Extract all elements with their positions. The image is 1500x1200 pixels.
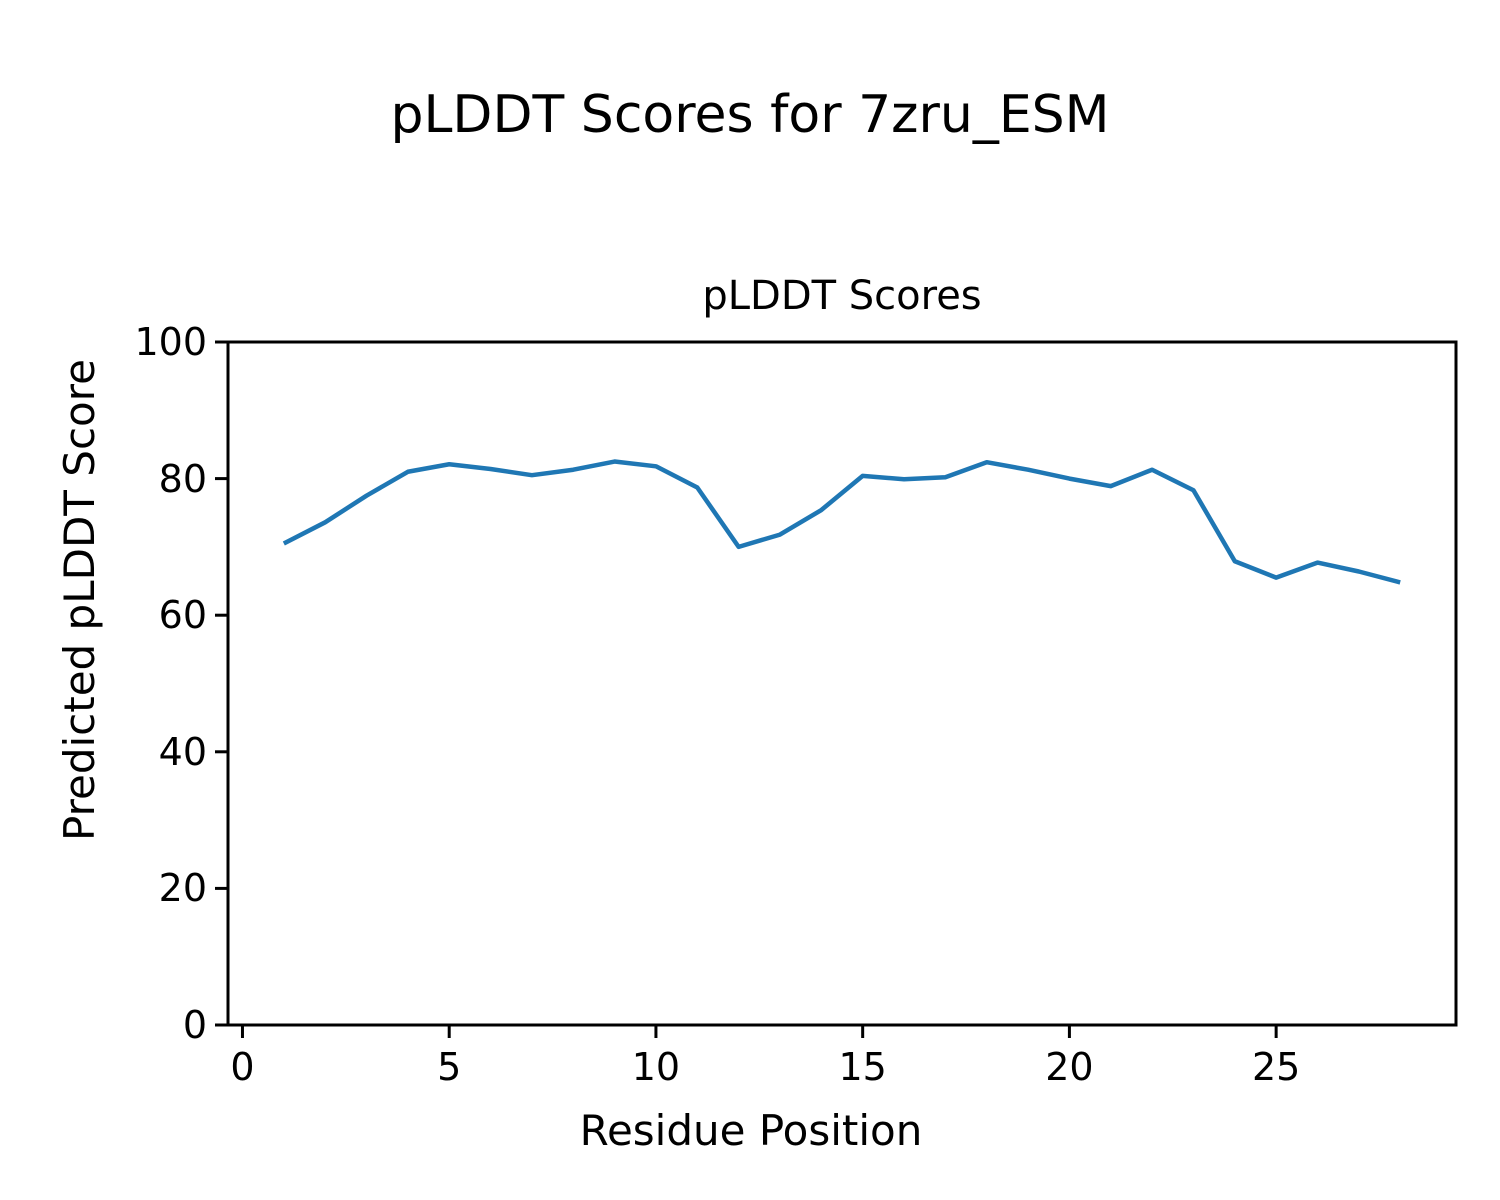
y-tick-label: 0 xyxy=(182,1003,207,1047)
figure-title: pLDDT Scores for 7zru_ESM xyxy=(390,85,1110,145)
y-tick-label: 100 xyxy=(134,320,207,364)
y-tick-label: 80 xyxy=(158,456,207,501)
axes-title: pLDDT Scores xyxy=(702,273,982,319)
axes-frame xyxy=(226,340,1458,1027)
x-tick-label: 0 xyxy=(230,1045,255,1089)
x-tick-label: 5 xyxy=(437,1045,462,1089)
x-tick-label: 15 xyxy=(838,1045,887,1089)
x-tick-label: 10 xyxy=(631,1045,681,1089)
x-axis-label: Residue Position xyxy=(579,1106,923,1155)
y-tick-label: 20 xyxy=(158,866,207,911)
y-tick-label: 40 xyxy=(158,729,207,774)
plddt-line xyxy=(282,459,1401,585)
x-tick-label: 25 xyxy=(1251,1045,1301,1089)
y-tick-label: 60 xyxy=(158,593,207,638)
x-tick-label: 20 xyxy=(1045,1045,1094,1089)
